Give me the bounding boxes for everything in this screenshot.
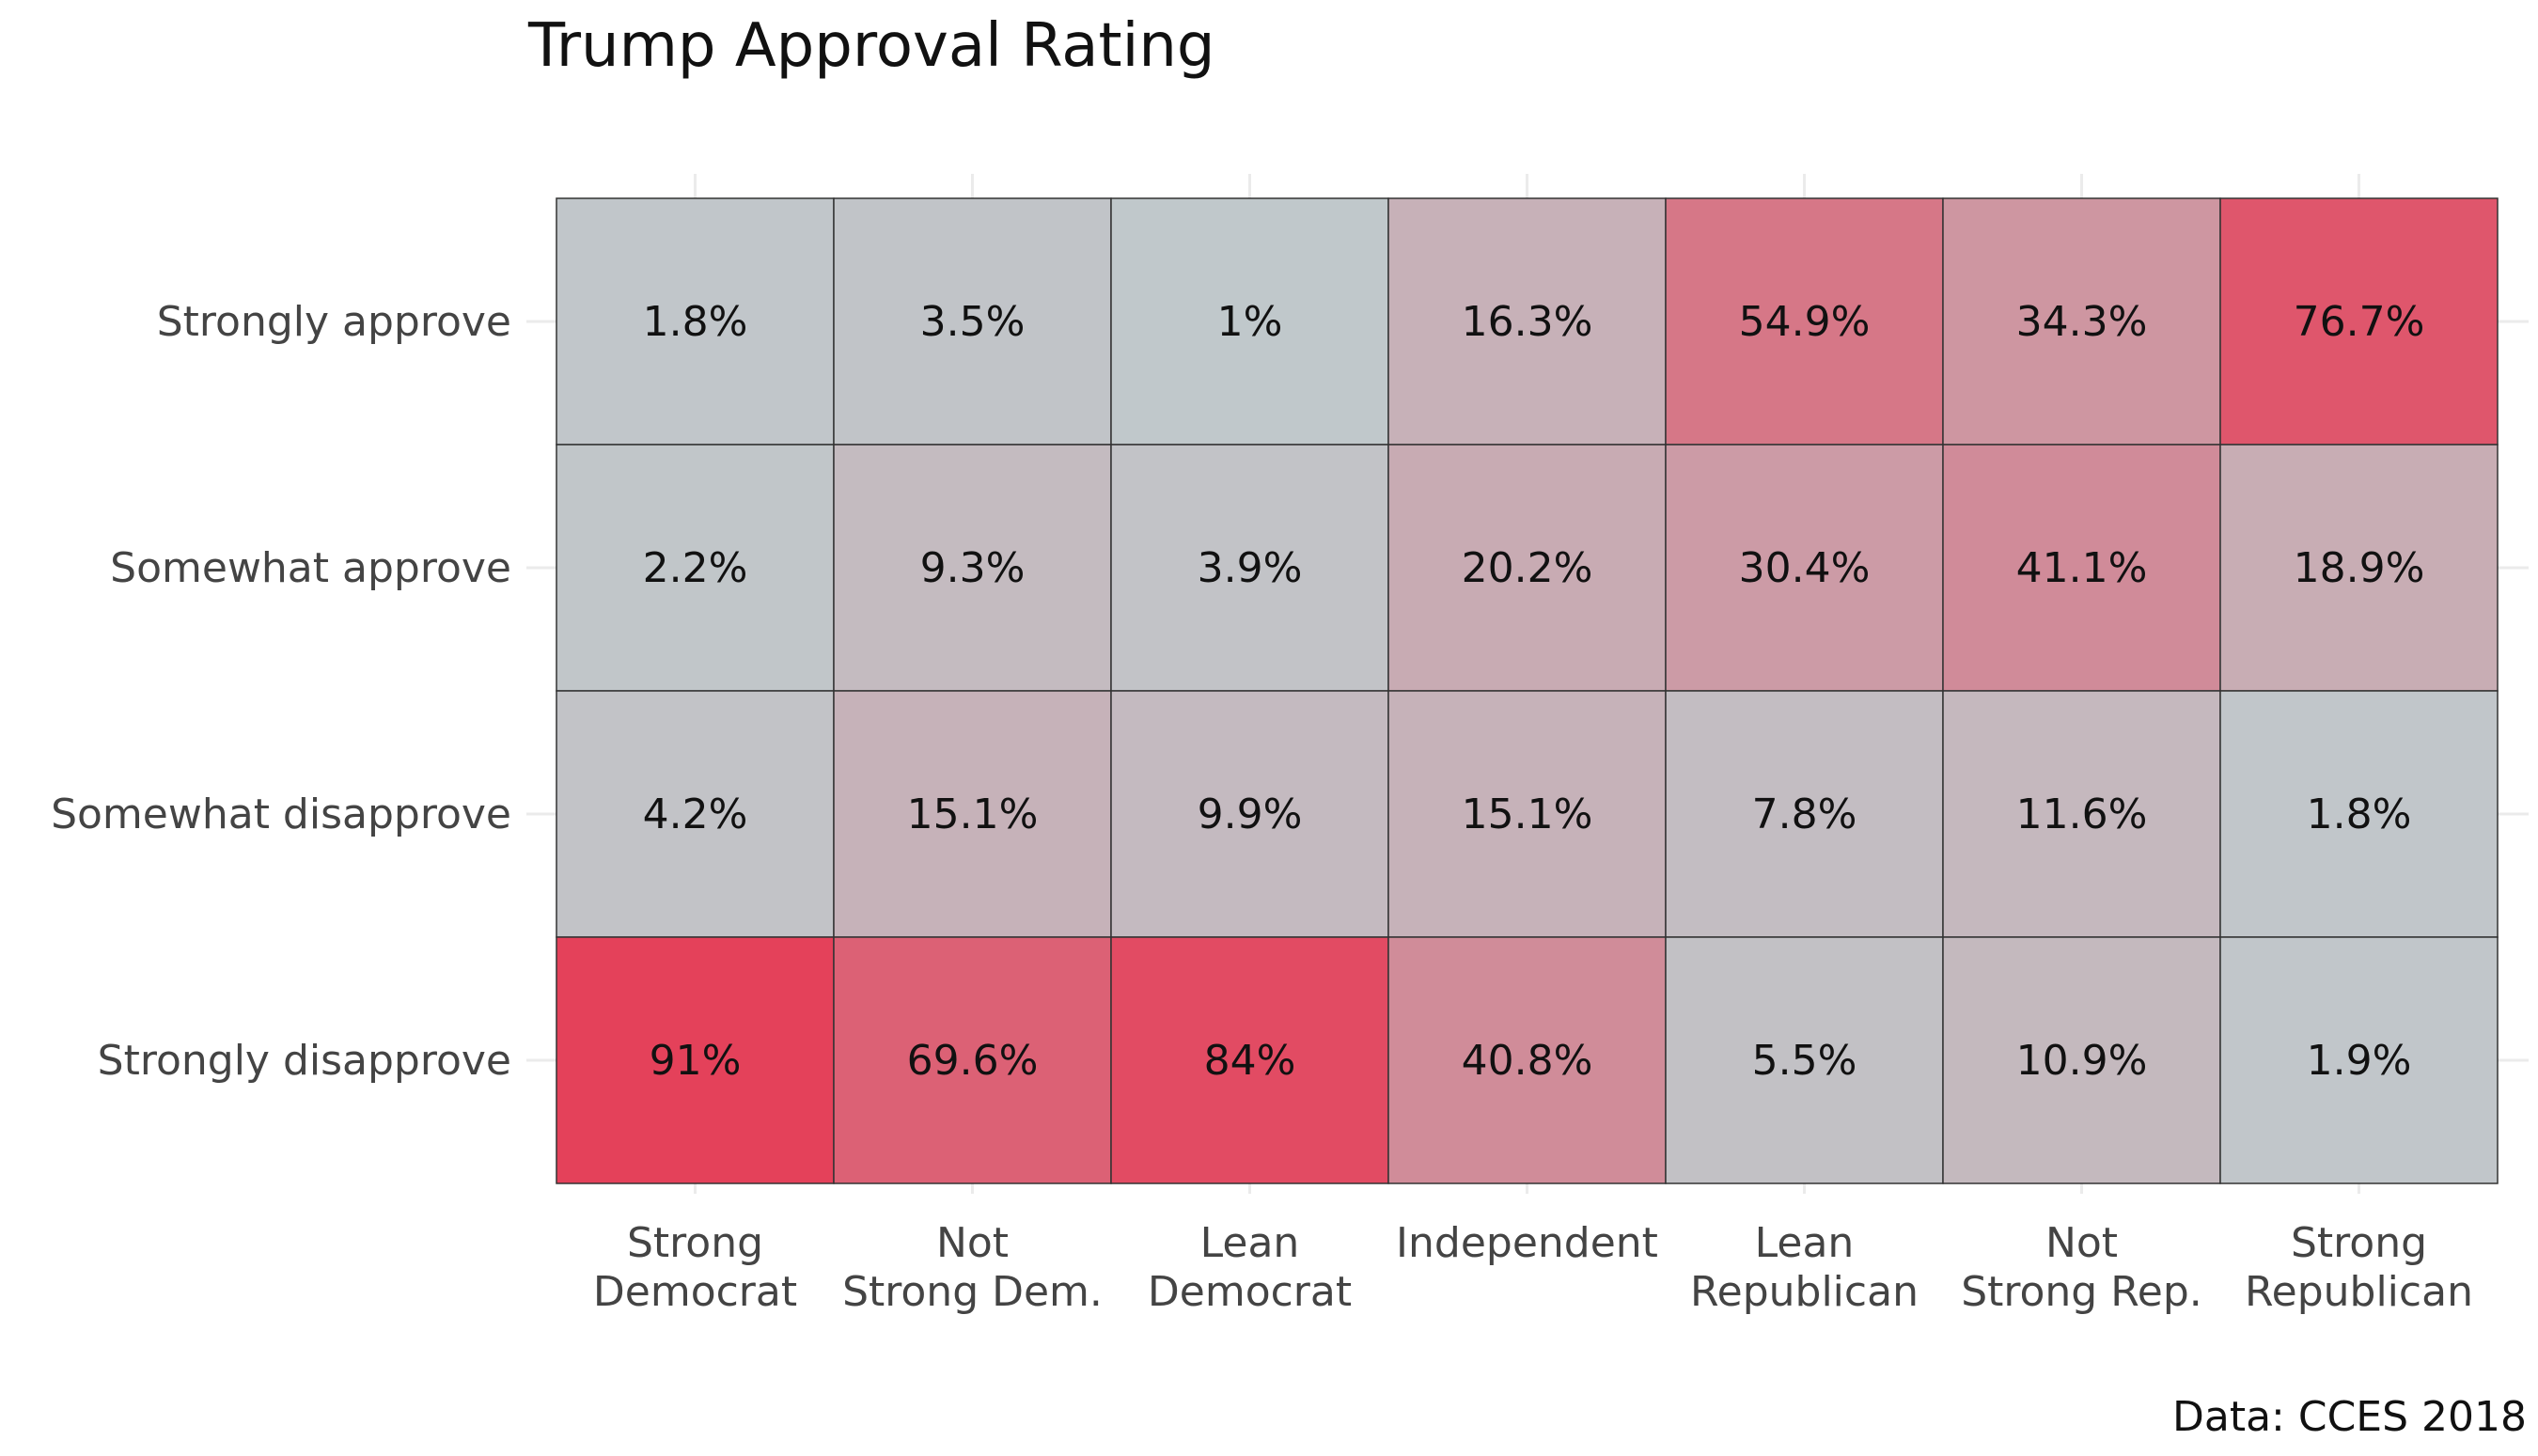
x-tick-label-line: Democrat [593,1268,797,1316]
heatmap-cells: 1.8% 3.5% 1% 16.3% 54.9% 34.3% 76.7% 2.2% 9.3% 3.… [556,197,2499,1184]
x-tick-label-line: Strong [2291,1219,2427,1267]
x-tick-label-line: Strong Dem. [842,1268,1103,1316]
x-tick-label: Lean Republican [1690,1219,1919,1316]
cell-value-label: 69.6% [907,1037,1039,1085]
y-tick-label: Strongly disapprove [98,1037,511,1085]
cell-value-label: 1.8% [643,298,748,346]
heatmap-cell [2219,197,2499,446]
heatmap-cell [1665,690,1944,938]
x-tick-label-line: Lean [1200,1219,1300,1267]
heatmap-cell [1387,690,1667,938]
cell-value-label: 9.3% [920,544,1026,592]
heatmap-cell [1387,936,1667,1184]
cell-value-label: 10.9% [2016,1037,2148,1085]
x-tick-label: Not Strong Rep. [1961,1219,2202,1316]
x-tick-label-line: Strong [627,1219,763,1267]
heatmap-cell [833,197,1112,446]
heatmap-cell [1942,444,2221,692]
x-tick-label: Strong Republican [2245,1219,2473,1316]
y-tick-label: Strongly approve [157,298,511,346]
chart-title: Trump Approval Rating [527,11,1215,81]
heatmap-cell [2219,936,2499,1184]
cell-value-label: 84% [1204,1037,1296,1085]
heatmap-cell [1387,197,1667,446]
cell-value-label: 41.1% [2016,544,2148,592]
heatmap-cell [1665,197,1944,446]
heatmap-cell [1942,690,2221,938]
cell-value-label: 3.9% [1198,544,1303,592]
x-tick-label: Strong Democrat [593,1219,797,1316]
cell-value-label: 76.7% [2294,298,2425,346]
x-tick-label-line: Not [936,1219,1009,1267]
x-tick-label-line: Republican [2245,1268,2473,1316]
heatmap-cell [556,690,835,938]
cell-value-label: 15.1% [907,791,1039,838]
y-tick-label: Somewhat disapprove [51,791,511,838]
x-tick-label-line: Democrat [1148,1268,1352,1316]
heatmap-cell [833,690,1112,938]
heatmap-cell [833,444,1112,692]
y-tick-label: Somewhat approve [110,544,511,592]
cell-value-label: 9.9% [1198,791,1303,838]
heatmap-cell [556,936,835,1184]
cell-value-label: 40.8% [1462,1037,1593,1085]
cell-value-label: 15.1% [1462,791,1593,838]
heatmap-cell [833,936,1112,1184]
cell-value-label: 3.5% [920,298,1026,346]
y-axis-tick-labels: Strongly approve Somewhat approve Somewhat… [51,298,511,1085]
heatmap-cell [2219,690,2499,938]
cell-value-label: 34.3% [2016,298,2148,346]
x-tick-label: Lean Democrat [1148,1219,1352,1316]
heatmap-cell [2219,444,2499,692]
heatmap-cell [1110,197,1389,446]
x-tick-label: Not Strong Dem. [842,1219,1103,1316]
heatmap-cell [556,197,835,446]
cell-value-label: 1.8% [2307,791,2412,838]
heatmap-cell [1110,690,1389,938]
heatmap-cell [1942,936,2221,1184]
x-tick-label-line: Republican [1690,1268,1919,1316]
cell-value-label: 1% [1217,298,1283,346]
x-tick-label-line: Independent [1396,1219,1658,1267]
cell-value-label: 30.4% [1739,544,1871,592]
cell-value-label: 91% [650,1037,742,1085]
x-tick-label-line: Lean [1755,1219,1855,1267]
heatmap-cell [1665,444,1944,692]
cell-value-label: 18.9% [2294,544,2425,592]
heatmap-cell [1665,936,1944,1184]
cell-value-label: 2.2% [643,544,748,592]
chart-caption: Data: CCES 2018 [2172,1393,2527,1441]
heatmap-cell [1110,444,1389,692]
cell-value-label: 4.2% [643,791,748,838]
cell-value-label: 16.3% [1462,298,1593,346]
cell-value-label: 20.2% [1462,544,1593,592]
cell-value-label: 54.9% [1739,298,1871,346]
heatmap-cell [1110,936,1389,1184]
heatmap-cell [1942,197,2221,446]
cell-value-label: 7.8% [1752,791,1857,838]
cell-value-label: 5.5% [1752,1037,1857,1085]
cell-value-label: 1.9% [2307,1037,2412,1085]
x-tick-label-line: Not [2045,1219,2118,1267]
x-tick-label: Independent [1396,1219,1658,1267]
cell-value-label: 11.6% [2016,791,2148,838]
x-tick-label-line: Strong Rep. [1961,1268,2202,1316]
heatmap-cell [1387,444,1667,692]
